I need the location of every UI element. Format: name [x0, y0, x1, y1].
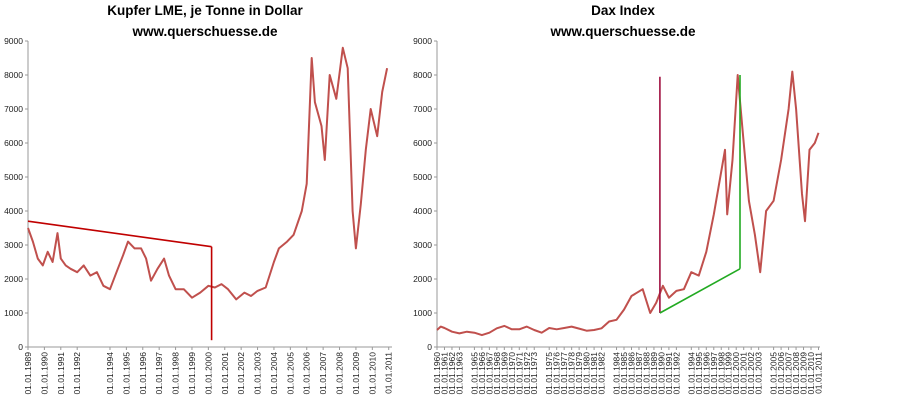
x-tick-label: 01.01.2009	[799, 352, 809, 395]
y-tick-label: 9000	[4, 36, 23, 46]
x-tick-label: 01.01.1997	[709, 352, 719, 395]
x-tick-label: 01.01.1989	[23, 352, 33, 395]
x-tick-label: 01.01.1992	[671, 352, 681, 395]
y-tick-label: 5000	[413, 172, 432, 182]
x-tick-label: 01.01.2000	[203, 352, 213, 395]
y-tick-label: 2000	[4, 274, 23, 284]
y-tick-label: 8000	[413, 70, 432, 80]
x-tick-label: 01.01.1989	[649, 352, 659, 395]
x-tick-label: 01.01.1966	[477, 352, 487, 395]
x-tick-label: 01.01.2005	[285, 352, 295, 395]
y-tick-label: 9000	[413, 36, 432, 46]
x-tick-label: 01.01.1960	[432, 352, 442, 395]
x-tick-label: 01.01.2011	[384, 352, 394, 394]
x-tick-label: 01.01.2011	[814, 352, 824, 394]
x-tick-label: 01.01.1979	[574, 352, 584, 395]
x-tick-label: 01.01.1994	[105, 352, 115, 395]
annotation-line	[27, 220, 212, 248]
x-tick-label: 01.01.1965	[469, 352, 479, 395]
x-tick-label: 01.01.2001	[739, 352, 749, 395]
x-tick-label: 01.01.2002	[236, 352, 246, 395]
x-tick-label: 01.01.2000	[731, 352, 741, 395]
x-tick-label: 01.01.1999	[724, 352, 734, 395]
chart-title: Kupfer LME, je Tonne in Dollar	[107, 3, 303, 18]
x-tick-label: 01.01.2001	[220, 352, 230, 395]
x-tick-label: 01.01.2006	[302, 352, 312, 395]
y-tick-label: 4000	[413, 206, 432, 216]
y-tick-label: 3000	[4, 240, 23, 250]
y-tick-label: 2000	[413, 274, 432, 284]
y-tick-label: 1000	[413, 308, 432, 318]
y-tick-label: 7000	[413, 104, 432, 114]
x-tick-label: 01.01.1973	[529, 352, 539, 395]
x-tick-label: 01.01.1970	[507, 352, 517, 395]
x-tick-label: 01.01.1996	[701, 352, 711, 395]
x-tick-label: 01.01.1997	[154, 352, 164, 395]
x-tick-label: 01.01.1963	[454, 352, 464, 395]
x-tick-label: 01.01.1995	[694, 352, 704, 395]
x-tick-label: 01.01.1991	[664, 352, 674, 395]
x-tick-label: 01.01.2005	[769, 352, 779, 395]
x-tick-label: 01.01.2003	[754, 352, 764, 395]
y-tick-label: 1000	[4, 308, 23, 318]
x-tick-label: 01.01.2010	[367, 352, 377, 395]
y-tick-label: 6000	[413, 138, 432, 148]
x-tick-label: 01.01.2008	[335, 352, 345, 395]
y-tick-label: 0	[427, 342, 432, 352]
y-tick-label: 5000	[4, 172, 23, 182]
y-tick-label: 6000	[4, 138, 23, 148]
chart-title: Dax Index	[591, 3, 655, 18]
x-tick-label: 01.01.1982	[597, 352, 607, 395]
x-tick-label: 01.01.2004	[269, 352, 279, 395]
data-line	[27, 46, 389, 301]
x-tick-label: 01.01.1967	[484, 352, 494, 395]
annotation-line	[659, 268, 741, 314]
x-tick-label: 01.01.1968	[492, 352, 502, 395]
x-tick-label: 01.01.1981	[589, 352, 599, 395]
x-tick-label: 01.01.1998	[716, 352, 726, 395]
x-tick-label: 01.01.1994	[686, 352, 696, 395]
x-tick-label: 01.01.1990	[39, 352, 49, 395]
y-tick-label: 8000	[4, 70, 23, 80]
x-tick-label: 01.01.2007	[318, 352, 328, 395]
x-tick-label: 01.01.1961	[439, 352, 449, 395]
x-tick-label: 01.01.1988	[641, 352, 651, 395]
chart-subtitle: www.querschuesse.de	[131, 24, 278, 39]
data-line	[436, 70, 820, 337]
x-tick-label: 01.01.1977	[559, 352, 569, 395]
x-tick-label: 01.01.2008	[791, 352, 801, 395]
x-tick-label: 01.01.1975	[544, 352, 554, 395]
x-tick-label: 01.01.1984	[612, 352, 622, 395]
y-tick-label: 7000	[4, 104, 23, 114]
x-tick-label: 01.01.1991	[56, 352, 66, 395]
x-tick-label: 01.01.2002	[746, 352, 756, 395]
x-tick-label: 01.01.2006	[776, 352, 786, 395]
x-tick-label: 01.01.1985	[619, 352, 629, 395]
x-tick-label: 01.01.1996	[138, 352, 148, 395]
chart-subtitle: www.querschuesse.de	[549, 24, 696, 39]
x-tick-label: 01.01.1995	[121, 352, 131, 395]
x-tick-label: 01.01.1971	[514, 352, 524, 395]
x-tick-label: 01.01.1972	[522, 352, 532, 395]
x-tick-label: 01.01.1978	[567, 352, 577, 395]
x-tick-label: 01.01.2007	[784, 352, 794, 395]
x-tick-label: 01.01.1986	[626, 352, 636, 395]
y-tick-label: 3000	[413, 240, 432, 250]
x-tick-label: 01.01.2010	[806, 352, 816, 395]
x-tick-label: 01.01.1990	[656, 352, 666, 395]
y-tick-label: 0	[18, 342, 23, 352]
x-tick-label: 01.01.1998	[171, 352, 181, 395]
x-tick-label: 01.01.1976	[552, 352, 562, 395]
x-tick-label: 01.01.1999	[187, 352, 197, 395]
x-tick-label: 01.01.1992	[72, 352, 82, 395]
x-tick-label: 01.01.1962	[447, 352, 457, 395]
x-tick-label: 01.01.2009	[351, 352, 361, 395]
y-tick-label: 4000	[4, 206, 23, 216]
x-tick-label: 01.01.1980	[582, 352, 592, 395]
x-tick-label: 01.01.1969	[499, 352, 509, 395]
x-tick-label: 01.01.1987	[634, 352, 644, 395]
x-tick-label: 01.01.2003	[253, 352, 263, 395]
